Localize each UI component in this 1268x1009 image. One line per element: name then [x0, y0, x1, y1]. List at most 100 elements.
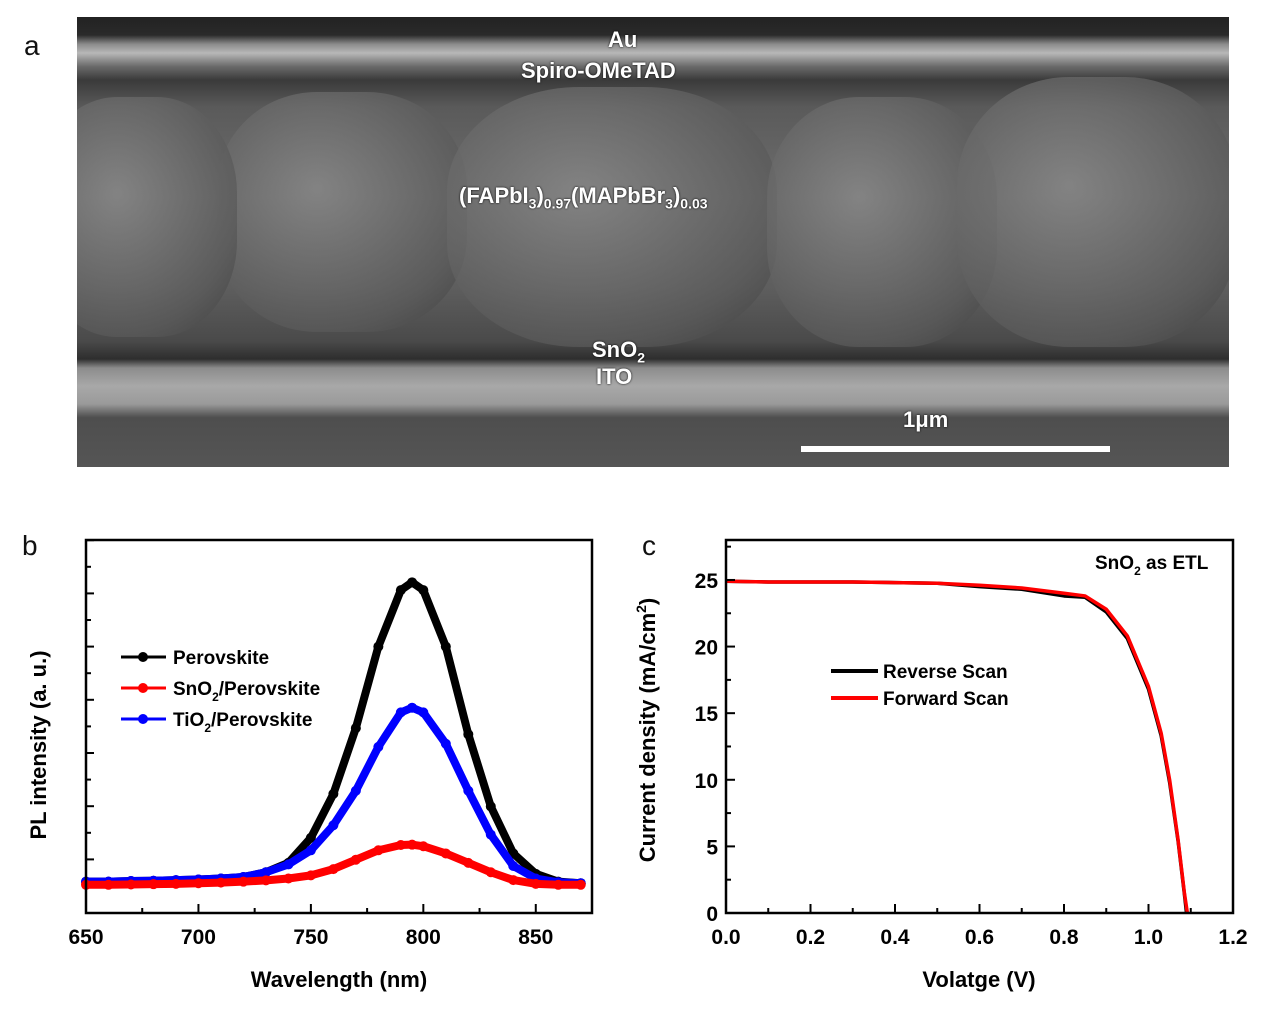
layer-label-sno2: SnO2 — [592, 337, 645, 365]
data-point — [238, 876, 249, 887]
data-point — [553, 879, 564, 890]
grain — [77, 97, 237, 337]
data-point — [418, 841, 429, 852]
grain — [447, 87, 777, 347]
x-tick-label: 0.4 — [880, 926, 910, 949]
etl-annotation: SnO2 as ETL — [1095, 553, 1209, 578]
data-point — [215, 877, 226, 888]
grain — [217, 92, 467, 332]
data-point — [373, 741, 384, 752]
y-tick-label: 10 — [695, 770, 718, 793]
formula-sub: 3 — [528, 195, 537, 212]
formula-part: ) — [672, 183, 681, 208]
x-tick-label: 1.0 — [1134, 926, 1163, 949]
x-tick-label: 0.6 — [965, 926, 994, 949]
data-point — [170, 878, 181, 889]
layer-label-au: Au — [608, 27, 638, 52]
data-point — [530, 878, 541, 889]
data-point — [350, 723, 361, 734]
sem-cross-section-image: Au Spiro-OMeTAD (FAPbI3)0.97(MAPbBr3)0.0… — [77, 17, 1229, 467]
data-point — [395, 585, 406, 596]
legend-label-main: SnO — [173, 679, 212, 700]
data-point — [508, 875, 519, 886]
series-line-forward-scan — [725, 579, 1190, 914]
data-point — [440, 848, 451, 859]
legend-label: SnO2/Perovskite — [173, 679, 320, 704]
x-axis-label: Volatge (V) — [922, 967, 1035, 992]
data-point — [485, 867, 496, 878]
legend-marker — [138, 714, 148, 724]
data-point — [463, 785, 474, 796]
data-point — [260, 875, 271, 886]
y-axis-label: PL intensity (a. u.) — [26, 650, 51, 839]
data-point — [463, 729, 474, 740]
legend-label: Perovskite — [173, 648, 269, 669]
data-point — [373, 845, 384, 856]
data-point — [305, 870, 316, 881]
legend-label: Forward Scan — [883, 689, 1009, 710]
data-point — [305, 832, 316, 843]
data-point — [328, 820, 339, 831]
panel-label-c: c — [642, 530, 656, 561]
legend-label: Reverse Scan — [883, 662, 1008, 683]
legend-label-sub: 2 — [204, 721, 211, 735]
data-point — [350, 854, 361, 865]
x-tick-label: 0.2 — [796, 926, 825, 949]
formula-part: (FAPbI — [459, 183, 529, 208]
scale-bar-label: 1μm — [903, 407, 949, 432]
annotation-sub: 2 — [1134, 564, 1141, 578]
y-tick-label: 0 — [706, 903, 718, 926]
y-label-main: Current density (mA/cm — [635, 613, 660, 862]
data-point — [407, 839, 418, 850]
x-tick-label: 0.8 — [1049, 926, 1079, 949]
x-tick-label: 0.0 — [711, 926, 740, 949]
data-point — [350, 785, 361, 796]
data-point — [463, 857, 474, 868]
data-point — [508, 860, 519, 871]
formula-part: (MAPbBr — [571, 183, 666, 208]
y-label-sup: 2 — [633, 605, 649, 613]
data-point — [418, 707, 429, 718]
formula-sub: 0.97 — [543, 195, 572, 212]
layer-label-ito: ITO — [596, 364, 633, 389]
data-point — [305, 845, 316, 856]
annotation-main: SnO — [1095, 553, 1134, 574]
y-axis-label: Current density (mA/cm2) — [633, 598, 660, 863]
y-tick-label: 5 — [706, 836, 718, 859]
data-point — [373, 641, 384, 652]
x-tick-label: 800 — [406, 926, 441, 949]
data-point — [328, 788, 339, 799]
data-point — [283, 873, 294, 884]
legend-label-main: Perovskite — [173, 648, 269, 669]
scale-bar — [801, 446, 1110, 452]
y-tick-label: 20 — [695, 637, 718, 660]
panel-label-a: a — [24, 30, 40, 61]
data-point — [283, 859, 294, 870]
legend-marker — [138, 652, 148, 662]
data-point — [440, 738, 451, 749]
legend-label-rest: /Perovskite — [211, 710, 312, 731]
y-tick-label: 25 — [695, 570, 719, 593]
panel-label-b: b — [22, 530, 38, 561]
data-point — [575, 879, 586, 890]
data-point — [148, 879, 159, 890]
data-point — [395, 839, 406, 850]
data-point — [407, 577, 418, 588]
sno2-main: SnO — [592, 337, 638, 362]
data-point — [485, 801, 496, 812]
data-point — [440, 641, 451, 652]
legend-label: TiO2/Perovskite — [173, 710, 312, 735]
annotation-rest: as ETL — [1141, 553, 1209, 574]
layer-label-perovskite: (FAPbI3)0.97(MAPbBr3)0.03 — [459, 183, 708, 211]
x-tick-label: 1.2 — [1218, 926, 1247, 949]
legend: Reverse Scan Forward Scan — [831, 662, 1009, 710]
series-line-reverse-scan — [725, 579, 1189, 914]
x-tick-label: 850 — [518, 926, 553, 949]
x-tick-label: 700 — [181, 926, 216, 949]
legend-label-sub: 2 — [212, 690, 219, 704]
x-tick-label: 650 — [68, 926, 103, 949]
legend-label-main: TiO — [173, 710, 204, 731]
